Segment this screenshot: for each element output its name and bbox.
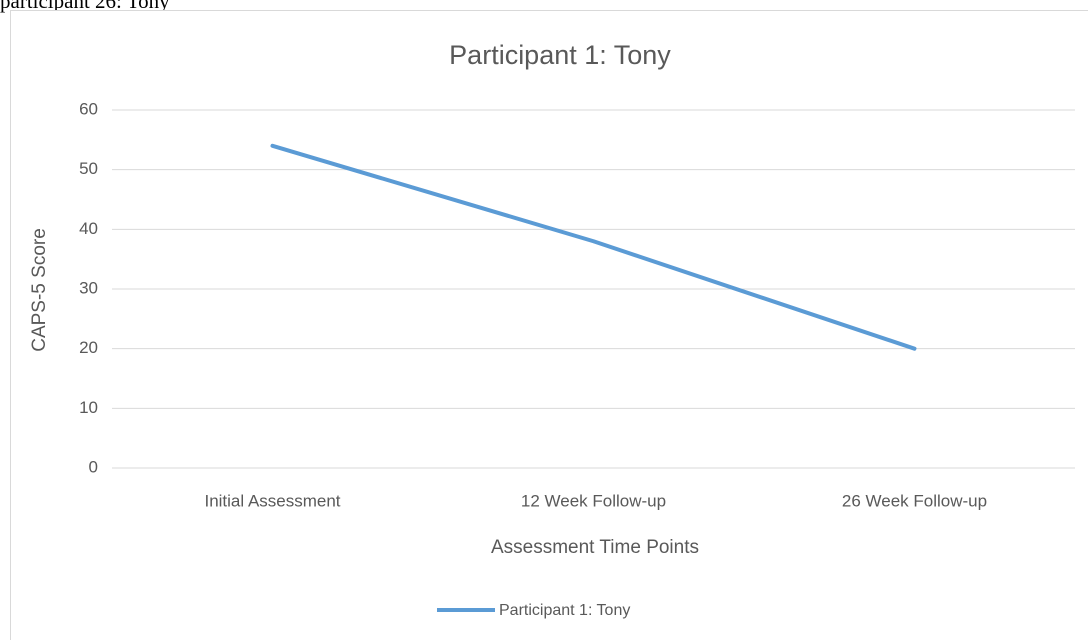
x-tick-label: 12 Week Follow-up	[521, 491, 666, 510]
chart-title: Participant 1: Tony	[449, 40, 671, 70]
y-tick-label: 10	[79, 398, 98, 417]
y-tick-label: 20	[79, 338, 98, 357]
x-tick-label: Initial Assessment	[204, 491, 340, 510]
y-tick-label: 40	[79, 219, 98, 238]
y-tick-label: 30	[79, 278, 98, 297]
caption: participant 26: Tony	[0, 0, 170, 13]
x-tick-label: 26 Week Follow-up	[842, 491, 987, 510]
x-axis-label: Assessment Time Points	[491, 537, 699, 558]
data-line	[270, 143, 917, 351]
y-tick-label: 60	[79, 99, 98, 118]
y-axis-label: CAPS-5 Score	[29, 228, 50, 352]
legend-label: Participant 1: Tony	[499, 602, 630, 619]
y-tick-label: 50	[79, 159, 98, 178]
y-tick-label: 0	[89, 457, 98, 476]
chart-border	[10, 10, 1088, 640]
